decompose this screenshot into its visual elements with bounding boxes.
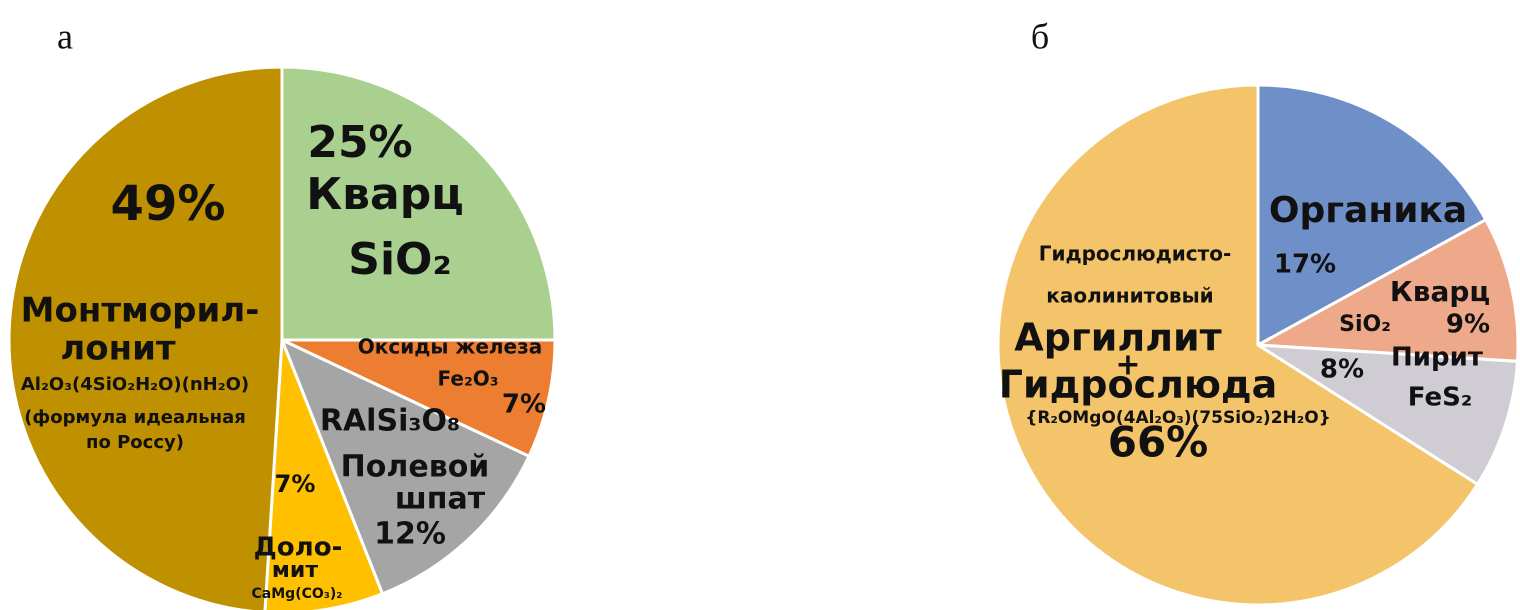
value-label: 8% bbox=[1320, 355, 1364, 385]
panel-label: б bbox=[1031, 16, 1049, 56]
slice-label: лонит bbox=[60, 329, 176, 369]
value-label: 12% bbox=[374, 517, 446, 552]
slice-label: Доло- bbox=[254, 533, 343, 563]
panel-label: а bbox=[57, 16, 73, 56]
slice-label: Fe₂O₃ bbox=[438, 367, 499, 391]
slice-label: Органика bbox=[1269, 190, 1467, 231]
pie-slice bbox=[1252, 217, 1520, 363]
pie-slice bbox=[1257, 343, 1520, 487]
slice-label: SiO₂ bbox=[348, 234, 451, 285]
slice-label: шпат bbox=[395, 482, 486, 517]
value-label: 49% bbox=[111, 176, 226, 232]
slice-label: Гидрослюдисто- bbox=[1039, 242, 1232, 266]
slice-label: каолинитовый bbox=[1046, 284, 1213, 308]
pie-slice bbox=[7, 65, 284, 610]
pie-slice bbox=[279, 337, 532, 596]
slice-label: (формула идеальная bbox=[24, 407, 246, 428]
value-label: 25% bbox=[307, 117, 412, 168]
value-label: 7% bbox=[502, 390, 546, 420]
pie-slice bbox=[280, 65, 557, 342]
slice-label: Аргиллит bbox=[1014, 316, 1221, 360]
value-label: 66% bbox=[1108, 418, 1209, 467]
slice-label: {R₂OMgO(4Al₂O₃)(75SiO₂)2H₂O} bbox=[1025, 408, 1331, 428]
slice-label: Гидрослюда bbox=[999, 363, 1277, 407]
slice-label: Al₂O₃(4SiO₂H₂O)(nH₂O) bbox=[21, 374, 249, 395]
slice-label: Кварц bbox=[1390, 275, 1490, 308]
slice-label: RAlSi₃O₈ bbox=[320, 404, 460, 439]
value-label: 9% bbox=[1446, 310, 1490, 340]
slice-label: FeS₂ bbox=[1408, 383, 1472, 413]
slice-label: Пирит bbox=[1391, 343, 1483, 373]
slice-label: Полевой bbox=[341, 450, 490, 485]
slice-label: Оксиды железа bbox=[358, 335, 542, 359]
value-label: 7% bbox=[275, 470, 316, 498]
pie-slice bbox=[996, 83, 1480, 607]
value-label: 17% bbox=[1274, 250, 1336, 280]
slice-label: Монтморил- bbox=[21, 291, 260, 331]
slice-label: CaMg(CO₃)₂ bbox=[252, 586, 343, 602]
pie-slice bbox=[1256, 83, 1488, 348]
slice-label: Кварц bbox=[306, 169, 464, 220]
slice-label: SiO₂ bbox=[1339, 312, 1391, 337]
pie-slice bbox=[281, 338, 557, 459]
slice-label: + bbox=[1115, 348, 1140, 383]
slice-label: мит bbox=[272, 558, 318, 583]
slice-label: по Россу) bbox=[86, 432, 184, 453]
